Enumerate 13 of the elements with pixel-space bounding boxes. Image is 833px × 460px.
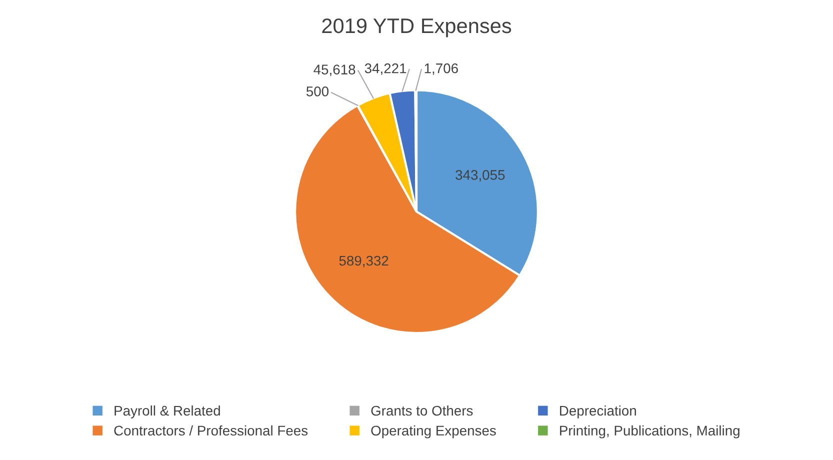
data-label: 34,221 xyxy=(364,63,406,75)
legend-label: Contractors / Professional Fees xyxy=(114,425,308,436)
data-label: 343,055 xyxy=(456,170,505,182)
legend-label: Payroll & Related xyxy=(114,405,220,418)
data-label: 589,332 xyxy=(339,256,388,268)
legend-label: Grants to Others xyxy=(371,405,473,416)
data-label: 500 xyxy=(306,86,329,96)
chart-title: 2019 YTD Expenses xyxy=(322,18,512,38)
data-label: 45,618 xyxy=(314,64,356,76)
legend-label: Operating Expenses xyxy=(371,425,496,438)
legend-label: Printing, Publications, Mailing xyxy=(560,425,740,438)
legend-label: Depreciation xyxy=(560,405,636,418)
data-label: 1,706 xyxy=(424,63,458,75)
